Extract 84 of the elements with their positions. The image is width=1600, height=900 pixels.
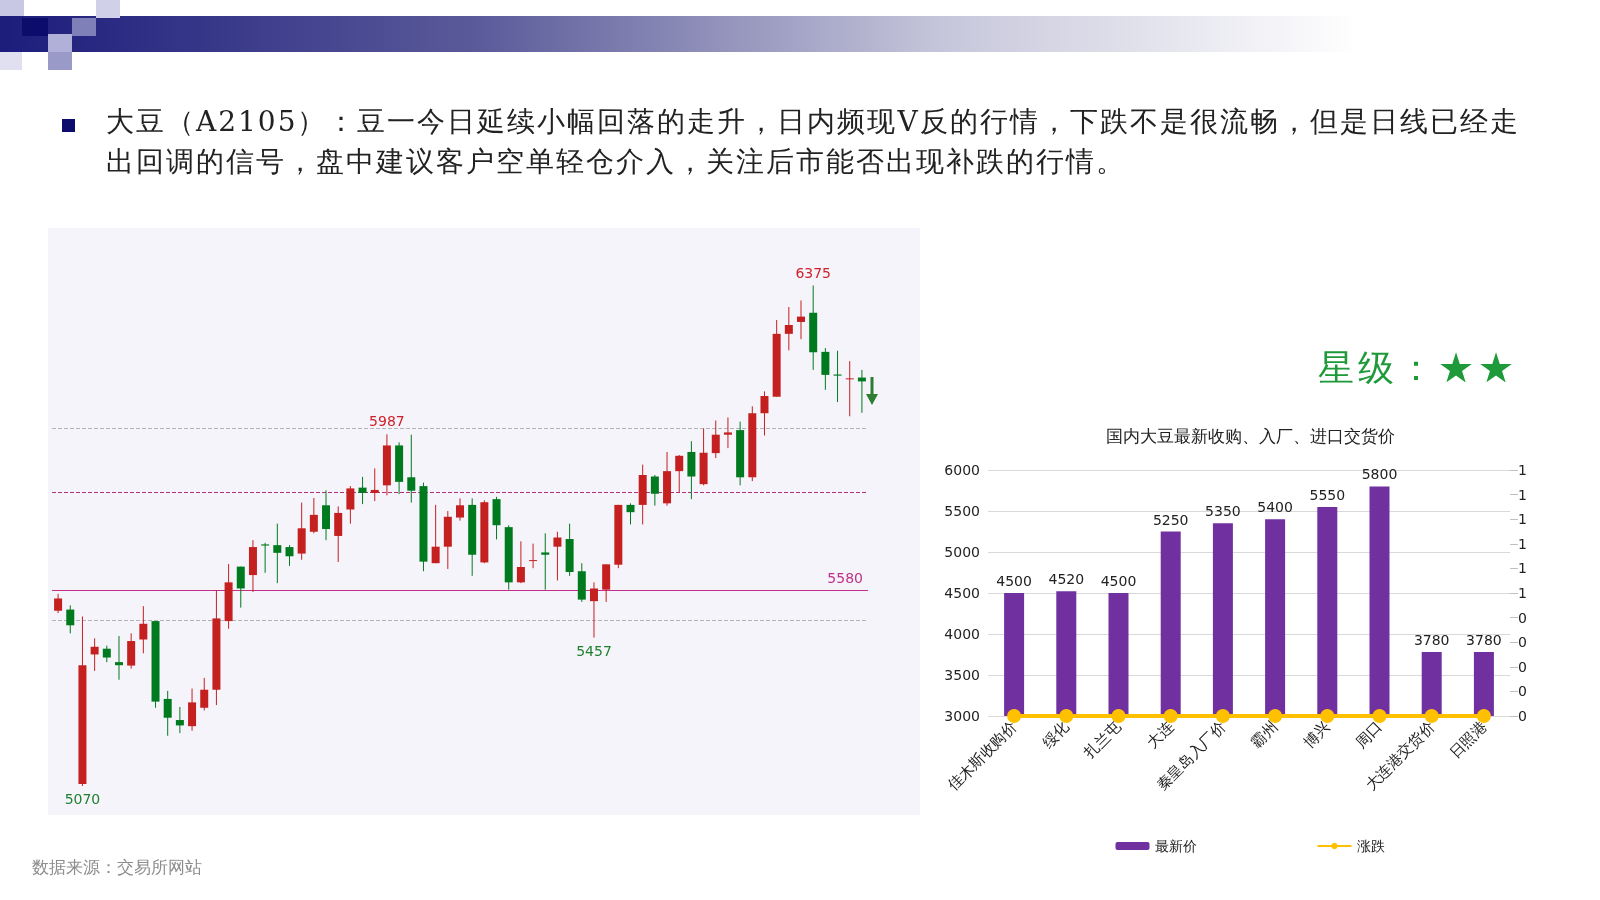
- data-label: 5250: [1152, 511, 1189, 528]
- x-tick-label: 霸州: [1247, 717, 1282, 752]
- candlestick: [90, 637, 99, 672]
- y2-tick-label: 0: [1518, 708, 1527, 724]
- candlestick: [285, 544, 294, 567]
- candlestick: [650, 474, 659, 507]
- y2-tick-label: 1: [1518, 535, 1527, 552]
- candlestick: [163, 690, 172, 737]
- text: 大豆（A2105）：豆一今日延续小幅回落的走升，日内频现V反的行情，下跌不是很流畅，但是日线已经走出回调的信号，盘中建议客户空单轻仓介入，关注后市能否出现补跌的行情。: [106, 104, 1521, 180]
- candlestick: [797, 299, 806, 340]
- source-note: 数据来源：交易所网站: [32, 856, 202, 879]
- y2-tick-label: 1: [1518, 511, 1527, 528]
- candlestick: [236, 566, 245, 609]
- candlestick: [541, 532, 550, 591]
- candlestick: [54, 593, 63, 614]
- candlestick: [175, 706, 184, 734]
- candlestick: [821, 347, 830, 391]
- y-tick-label: 4000: [944, 626, 980, 642]
- y2-tick-label: 0: [1518, 658, 1527, 675]
- candlestick: [114, 635, 123, 681]
- candlestick: [431, 504, 440, 564]
- y-tick-label: 3000: [944, 708, 980, 724]
- candlestick: [675, 454, 684, 493]
- data-label: 5550: [1309, 486, 1346, 503]
- data-label: 5400: [1257, 499, 1293, 516]
- data-label: 5350: [1205, 503, 1241, 520]
- y2-tick-label: 1: [1518, 486, 1527, 503]
- y2-tick-label: 0: [1518, 609, 1527, 626]
- y2-tick-label: 1: [1518, 462, 1527, 478]
- x-tick-label: 绥化: [1038, 717, 1073, 752]
- y2-tick-label: 1: [1518, 560, 1527, 577]
- data-label: 5800: [1361, 466, 1398, 483]
- x-tick-label: 周口: [1351, 717, 1386, 752]
- candlestick: [529, 543, 538, 569]
- candlestick: [261, 542, 270, 574]
- candlestick: [334, 505, 343, 563]
- legend-label: 最新价: [1154, 838, 1197, 854]
- ref-line-label: 5580: [827, 570, 863, 587]
- y-tick-label: 5000: [944, 544, 980, 560]
- annotation: 5070: [64, 791, 101, 807]
- candlestick: [188, 688, 197, 732]
- candlestick: [346, 485, 355, 525]
- candlestick: [626, 502, 635, 525]
- y2-tick-label: 1: [1518, 585, 1527, 601]
- annotation: 6375: [795, 264, 832, 281]
- text: 星级：★★: [1318, 346, 1518, 390]
- candlestick: [784, 306, 793, 351]
- candlestick: [358, 476, 367, 505]
- candlestick: [200, 677, 209, 711]
- chart-title: 国内大豆最新收购、入厂、进口交货价: [1105, 425, 1395, 446]
- candlestick: [407, 434, 416, 504]
- y2-tick-label: 0: [1518, 683, 1527, 700]
- y-tick-label: 5500: [944, 503, 980, 519]
- x-tick-label: 博兴: [1299, 717, 1334, 752]
- candlestick: [309, 497, 318, 534]
- y-tick-label: 6000: [944, 462, 980, 478]
- data-label: 3780: [1466, 632, 1502, 649]
- candlestick: [553, 531, 562, 581]
- candlestick: [66, 604, 75, 634]
- candlestick: [760, 390, 769, 436]
- data-label: 4500: [996, 573, 1032, 589]
- candlestick: [139, 605, 148, 654]
- annotation: 5987: [369, 413, 405, 430]
- data-label: 4500: [1100, 573, 1137, 589]
- candlestick: [711, 420, 720, 459]
- x-tick-label: 大连: [1143, 717, 1178, 752]
- candlestick: [322, 489, 331, 541]
- data-label: 4520: [1048, 571, 1085, 588]
- candlestick: [833, 350, 842, 403]
- candlestick: [370, 467, 379, 502]
- y-tick-label: 3500: [944, 667, 980, 683]
- annotation: 5457: [576, 642, 612, 659]
- candlestick: [723, 416, 732, 449]
- candlestick: [273, 523, 282, 584]
- y2-tick-label: 0: [1518, 634, 1527, 651]
- candlestick: [516, 540, 525, 584]
- data-label: 3780: [1413, 632, 1450, 649]
- legend-label: 涨跌: [1356, 838, 1385, 854]
- y-tick-label: 4500: [944, 585, 980, 601]
- x-tick-label: 日照港: [1445, 717, 1491, 763]
- candlestick: [456, 497, 464, 522]
- candlestick: [845, 360, 854, 417]
- x-tick-label: 扎兰屯: [1080, 717, 1125, 763]
- candlestick: [589, 581, 598, 639]
